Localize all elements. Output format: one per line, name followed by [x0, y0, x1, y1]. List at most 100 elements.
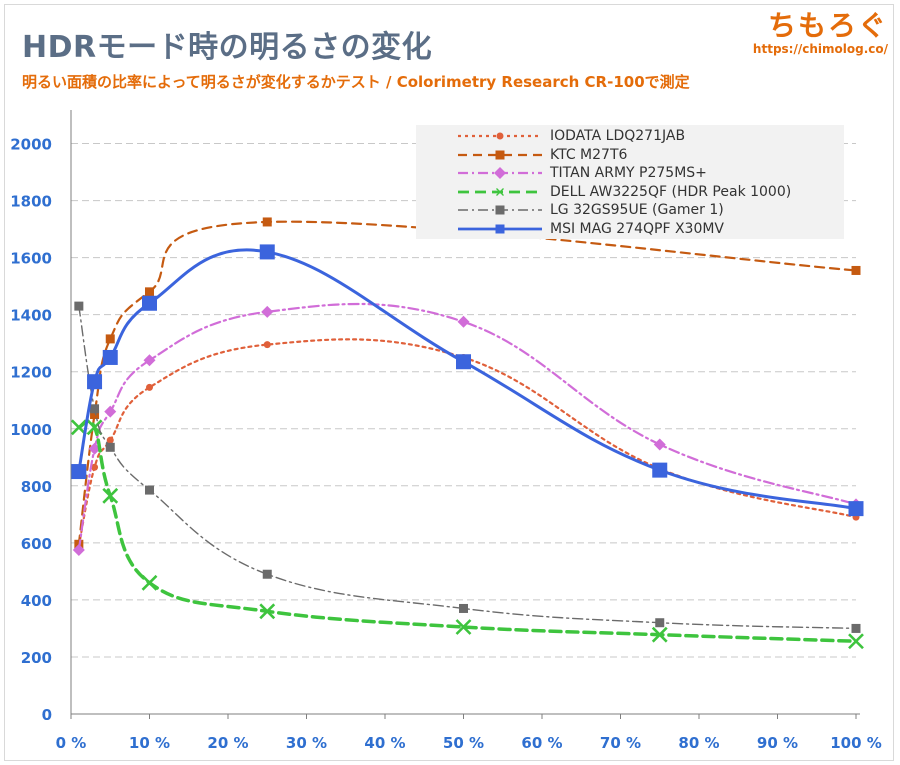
data-point: [655, 618, 665, 628]
x-tick-label: 30 %: [286, 734, 327, 752]
data-point: [74, 301, 84, 311]
data-point: [90, 404, 100, 414]
legend-label: LG 32GS95UE (Gamer 1): [550, 202, 724, 218]
series-line: [77, 302, 858, 552]
y-tick-label: 1800: [10, 193, 52, 211]
legend-swatch: [458, 150, 542, 159]
series-lines: [70, 217, 864, 650]
x-tick-label: 20 %: [207, 734, 248, 752]
y-tick-label: 400: [21, 592, 52, 610]
data-point: [145, 287, 154, 297]
data-point: [456, 354, 471, 370]
tick-labels: 0 200 400 600 800 1000 1200 1400 1600 1800 2000 0 %…: [10, 136, 882, 752]
brand-url: https://chimolog.co/: [752, 42, 888, 56]
data-point: [142, 295, 157, 311]
data-point: [146, 383, 153, 391]
x-tick-label: 40 %: [364, 734, 405, 752]
data-point: [262, 569, 272, 579]
data-point: [459, 603, 468, 613]
data-point: [141, 574, 158, 591]
data-point: [145, 485, 154, 495]
data-point: [455, 619, 472, 635]
data-point: [102, 349, 118, 365]
legend-item: MSI MAG 274QPF X30MV: [456, 220, 724, 238]
data-point: [91, 463, 99, 471]
data-point: [262, 217, 272, 227]
data-point: [87, 374, 103, 390]
y-tick-label: 1200: [10, 364, 52, 382]
x-tick-label: 90 %: [757, 734, 798, 752]
y-tick-label: 1600: [10, 250, 52, 268]
data-point: [263, 341, 271, 349]
brand-logo: ちもろぐ https://chimolog.co/: [753, 4, 888, 56]
data-point: [143, 354, 156, 367]
series-2: [72, 302, 862, 556]
legend-swatch: [458, 187, 542, 196]
legend: IODATA LDQ271JAB KTC M27T6 TITAN ARMY P275…: [416, 125, 844, 239]
data-point: [86, 419, 103, 436]
x-tick-label: 50 %: [443, 734, 484, 752]
legend-swatch: [458, 132, 542, 140]
data-point: [105, 442, 115, 452]
data-point: [652, 462, 668, 478]
data-point: [259, 244, 275, 260]
data-point: [848, 633, 864, 650]
data-point: [851, 623, 861, 633]
legend-label: MSI MAG 274QPF X30MV: [550, 220, 725, 237]
brand-name: ちもろぐ: [767, 9, 888, 42]
data-point: [651, 626, 668, 643]
legend-label: KTC M27T6: [550, 146, 628, 163]
data-point: [71, 464, 87, 480]
legend-label: IODATA LDQ271JAB: [550, 128, 686, 144]
y-tick-label: 800: [21, 478, 52, 496]
data-point: [90, 410, 100, 419]
x-tick-label: 60 %: [521, 734, 562, 752]
data-point: [72, 543, 85, 556]
legend-swatch: [458, 224, 542, 233]
chart-title: HDRモード時の明るさの変化: [22, 30, 433, 65]
series-4: [74, 301, 861, 633]
y-tick-label: 1000: [10, 421, 52, 439]
legend-marker: [495, 150, 505, 159]
legend-marker: [495, 205, 505, 215]
series-line: [77, 338, 858, 547]
y-tick-label: 2000: [10, 136, 52, 154]
series-line: [77, 220, 858, 546]
legend-marker: [496, 187, 504, 196]
y-tick-label: 200: [21, 649, 52, 667]
x-tick-label: 70 %: [600, 734, 641, 752]
chart-subtitle: 明るい面積の比率によって明るさが変化するかテスト / Colorimetry R…: [22, 73, 690, 91]
data-point: [457, 315, 470, 328]
series-5: [71, 244, 864, 517]
series-line: [77, 248, 858, 511]
y-tick-label: 0: [42, 706, 52, 724]
data-point: [106, 436, 114, 444]
axes: [70, 110, 860, 719]
data-point: [102, 487, 119, 504]
data-point: [653, 438, 666, 451]
x-tick-label: 80 %: [678, 734, 719, 752]
data-point: [104, 405, 117, 418]
data-point: [261, 305, 274, 318]
y-tick-label: 1400: [10, 307, 52, 325]
legend-item: IODATA LDQ271JAB: [456, 127, 685, 145]
x-tick-label: 0 %: [56, 734, 87, 752]
legend-marker: [495, 224, 505, 233]
series-3: [70, 419, 864, 650]
data-point: [259, 603, 276, 620]
x-tick-label: 10 %: [129, 734, 170, 752]
data-point: [105, 334, 115, 344]
legend-item: LG 32GS95UE (Gamer 1): [456, 201, 724, 219]
legend-label: TITAN ARMY P275MS+: [550, 165, 707, 181]
legend-item: TITAN ARMY P275MS+: [456, 164, 707, 182]
data-point: [848, 501, 864, 517]
legend-swatch: [458, 205, 542, 215]
legend-marker: [494, 167, 506, 179]
series-0: [75, 338, 860, 550]
data-point: [851, 265, 861, 275]
legend-label: DELL AW3225QF (HDR Peak 1000): [550, 183, 792, 200]
legend-item: DELL AW3225QF (HDR Peak 1000): [456, 183, 791, 201]
y-tick-label: 600: [21, 535, 52, 553]
x-tick-label: 100 %: [830, 734, 882, 752]
